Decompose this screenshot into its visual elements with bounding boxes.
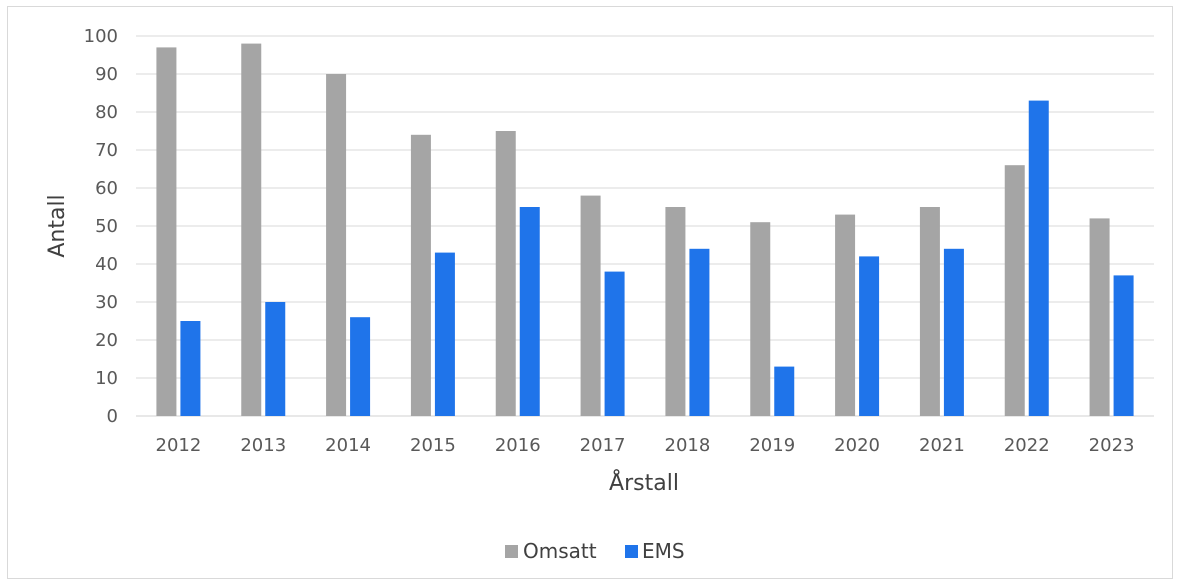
y-axis-ticks: 0 10 20 30 40 50 60 70 80 90 100	[84, 26, 118, 427]
bar-ems-2019	[774, 366, 795, 416]
y-tick-label: 60	[95, 178, 118, 199]
bar-omsatt-2015	[410, 134, 431, 417]
bar-ems-2023	[1113, 275, 1134, 416]
x-axis-title: Årstall	[609, 469, 679, 496]
y-tick-label: 40	[95, 254, 118, 275]
bars	[156, 43, 1134, 417]
x-tick-label: 2022	[1004, 435, 1050, 456]
y-tick-label: 0	[107, 406, 118, 427]
bar-omsatt-2019	[750, 222, 771, 416]
x-tick-label: 2018	[665, 435, 711, 456]
y-tick-label: 30	[95, 292, 118, 313]
bar-ems-2022	[1028, 100, 1049, 416]
bar-omsatt-2018	[665, 207, 686, 416]
x-tick-label: 2020	[834, 435, 880, 456]
bar-ems-2016	[519, 207, 540, 416]
x-tick-label: 2019	[749, 435, 795, 456]
y-tick-label: 20	[95, 330, 118, 351]
y-tick-label: 70	[95, 140, 118, 161]
x-tick-label: 2016	[495, 435, 541, 456]
bar-ems-2021	[943, 248, 964, 416]
x-tick-label: 2014	[325, 435, 371, 456]
legend-swatch-omsatt	[505, 545, 518, 558]
x-tick-label: 2017	[580, 435, 626, 456]
legend-swatch-ems	[625, 545, 638, 558]
x-tick-label: 2021	[919, 435, 965, 456]
bar-omsatt-2021	[919, 207, 940, 416]
x-tick-label: 2015	[410, 435, 456, 456]
y-tick-label: 80	[95, 102, 118, 123]
bar-omsatt-2014	[326, 74, 347, 416]
y-tick-label: 100	[84, 26, 118, 47]
gridlines	[136, 35, 1154, 417]
x-tick-label: 2012	[156, 435, 202, 456]
x-tick-label: 2013	[240, 435, 286, 456]
y-tick-label: 90	[95, 64, 118, 85]
bar-omsatt-2023	[1089, 218, 1110, 416]
x-tick-label: 2023	[1089, 435, 1135, 456]
bar-ems-2020	[859, 256, 880, 416]
legend-label-omsatt: Omsatt	[523, 539, 597, 563]
y-tick-label: 10	[95, 368, 118, 389]
bar-ems-2012	[180, 321, 201, 416]
bar-ems-2015	[434, 252, 455, 416]
legend-label-ems: EMS	[642, 539, 685, 563]
bar-omsatt-2022	[1004, 165, 1025, 416]
bar-omsatt-2013	[241, 43, 262, 416]
bar-omsatt-2017	[580, 195, 601, 416]
legend: Omsatt EMS	[505, 539, 685, 563]
bar-ems-2017	[604, 271, 625, 416]
bar-ems-2013	[265, 302, 286, 416]
bar-omsatt-2020	[835, 214, 856, 416]
bar-ems-2018	[689, 248, 710, 416]
bar-omsatt-2016	[495, 131, 516, 416]
bar-omsatt-2012	[156, 47, 177, 417]
y-tick-label: 50	[95, 216, 118, 237]
bar-ems-2014	[350, 317, 371, 416]
x-axis-ticks: 2012 2013 2014 2015 2016 2017 2018 2019 2020 2021…	[156, 435, 1135, 456]
y-axis-title: Antall	[45, 194, 70, 257]
